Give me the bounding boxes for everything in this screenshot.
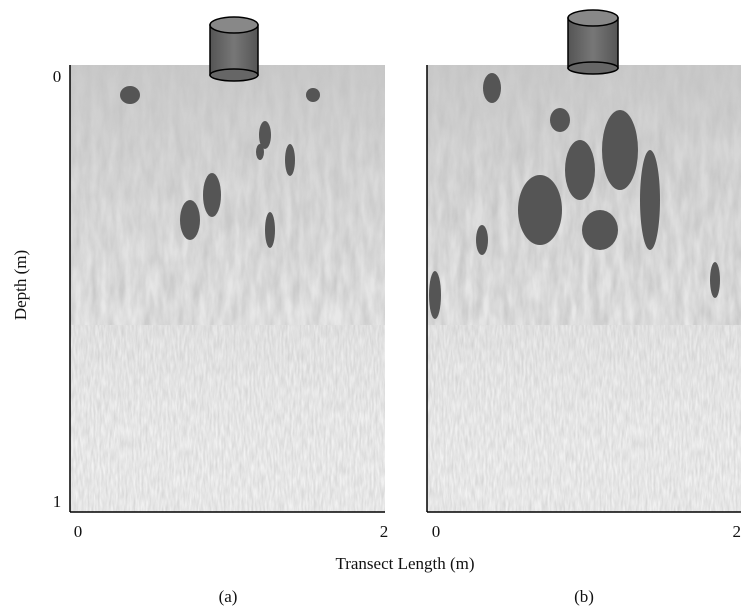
radargram-a	[69, 65, 385, 513]
x-tick-label: 2	[733, 522, 742, 541]
x-tick-label: 0	[432, 522, 441, 541]
y-axis-label: Depth (m)	[11, 250, 30, 320]
radargram-b	[426, 65, 741, 513]
antenna-a	[209, 16, 259, 82]
antenna-b	[567, 9, 619, 75]
x-tick-label: 2	[380, 522, 389, 541]
y-tick-label: 1	[53, 492, 62, 511]
panel-label: (a)	[219, 587, 238, 606]
x-axis-label: Transect Length (m)	[335, 554, 474, 573]
x-tick-label: 0	[74, 522, 83, 541]
panel-label: (b)	[574, 587, 594, 606]
y-tick-label: 0	[53, 67, 62, 86]
